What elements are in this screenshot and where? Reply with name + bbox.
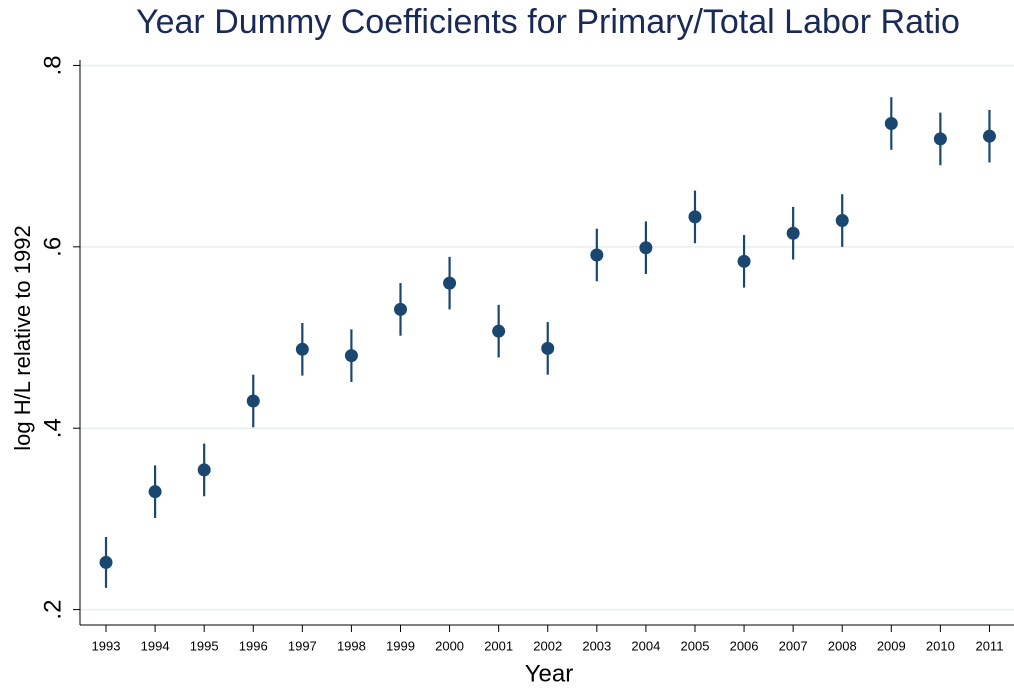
marker bbox=[99, 555, 113, 569]
y-tick-label: .2 bbox=[39, 600, 66, 620]
x-tick-label: 2009 bbox=[877, 638, 906, 653]
marker bbox=[884, 116, 898, 130]
marker bbox=[590, 248, 604, 262]
x-tick-label: 1996 bbox=[239, 638, 268, 653]
x-tick-label: 2003 bbox=[582, 638, 611, 653]
marker bbox=[737, 254, 751, 268]
marker bbox=[197, 463, 211, 477]
marker bbox=[639, 241, 653, 255]
y-tick-label: .4 bbox=[39, 418, 66, 438]
marker bbox=[835, 214, 849, 228]
x-tick-label: 1995 bbox=[190, 638, 219, 653]
y-axis-title: log H/L relative to 1992 bbox=[10, 225, 35, 450]
marker bbox=[492, 324, 506, 338]
marker bbox=[295, 342, 309, 356]
x-tick-label: 1997 bbox=[288, 638, 317, 653]
x-tick-label: 1994 bbox=[141, 638, 170, 653]
x-tick-label: 1993 bbox=[92, 638, 121, 653]
marker bbox=[443, 276, 457, 290]
x-axis-title: Year bbox=[525, 660, 574, 687]
marker bbox=[246, 394, 260, 408]
x-tick-label: 1998 bbox=[337, 638, 366, 653]
marker bbox=[344, 349, 358, 363]
x-tick-label: 2006 bbox=[730, 638, 759, 653]
marker bbox=[688, 210, 702, 224]
marker bbox=[393, 302, 407, 316]
marker bbox=[541, 341, 555, 355]
marker bbox=[148, 485, 162, 499]
x-tick-label: 2007 bbox=[779, 638, 808, 653]
y-tick-label: .8 bbox=[39, 55, 66, 75]
x-tick-label: 2011 bbox=[975, 638, 1003, 653]
x-tick-label: 2005 bbox=[681, 638, 710, 653]
marker bbox=[933, 132, 947, 146]
chart-title: Year Dummy Coefficients for Primary/Tota… bbox=[136, 3, 960, 41]
y-tick-label: .6 bbox=[39, 237, 66, 257]
marker bbox=[982, 129, 996, 143]
x-tick-label: 2010 bbox=[926, 638, 955, 653]
x-tick-label: 2008 bbox=[828, 638, 857, 653]
marker bbox=[786, 226, 800, 240]
x-tick-label: 2002 bbox=[533, 638, 562, 653]
x-tick-label: 2001 bbox=[484, 638, 513, 653]
x-tick-label: 1999 bbox=[386, 638, 415, 653]
x-tick-label: 2004 bbox=[631, 638, 660, 653]
x-tick-label: 2000 bbox=[435, 638, 464, 653]
